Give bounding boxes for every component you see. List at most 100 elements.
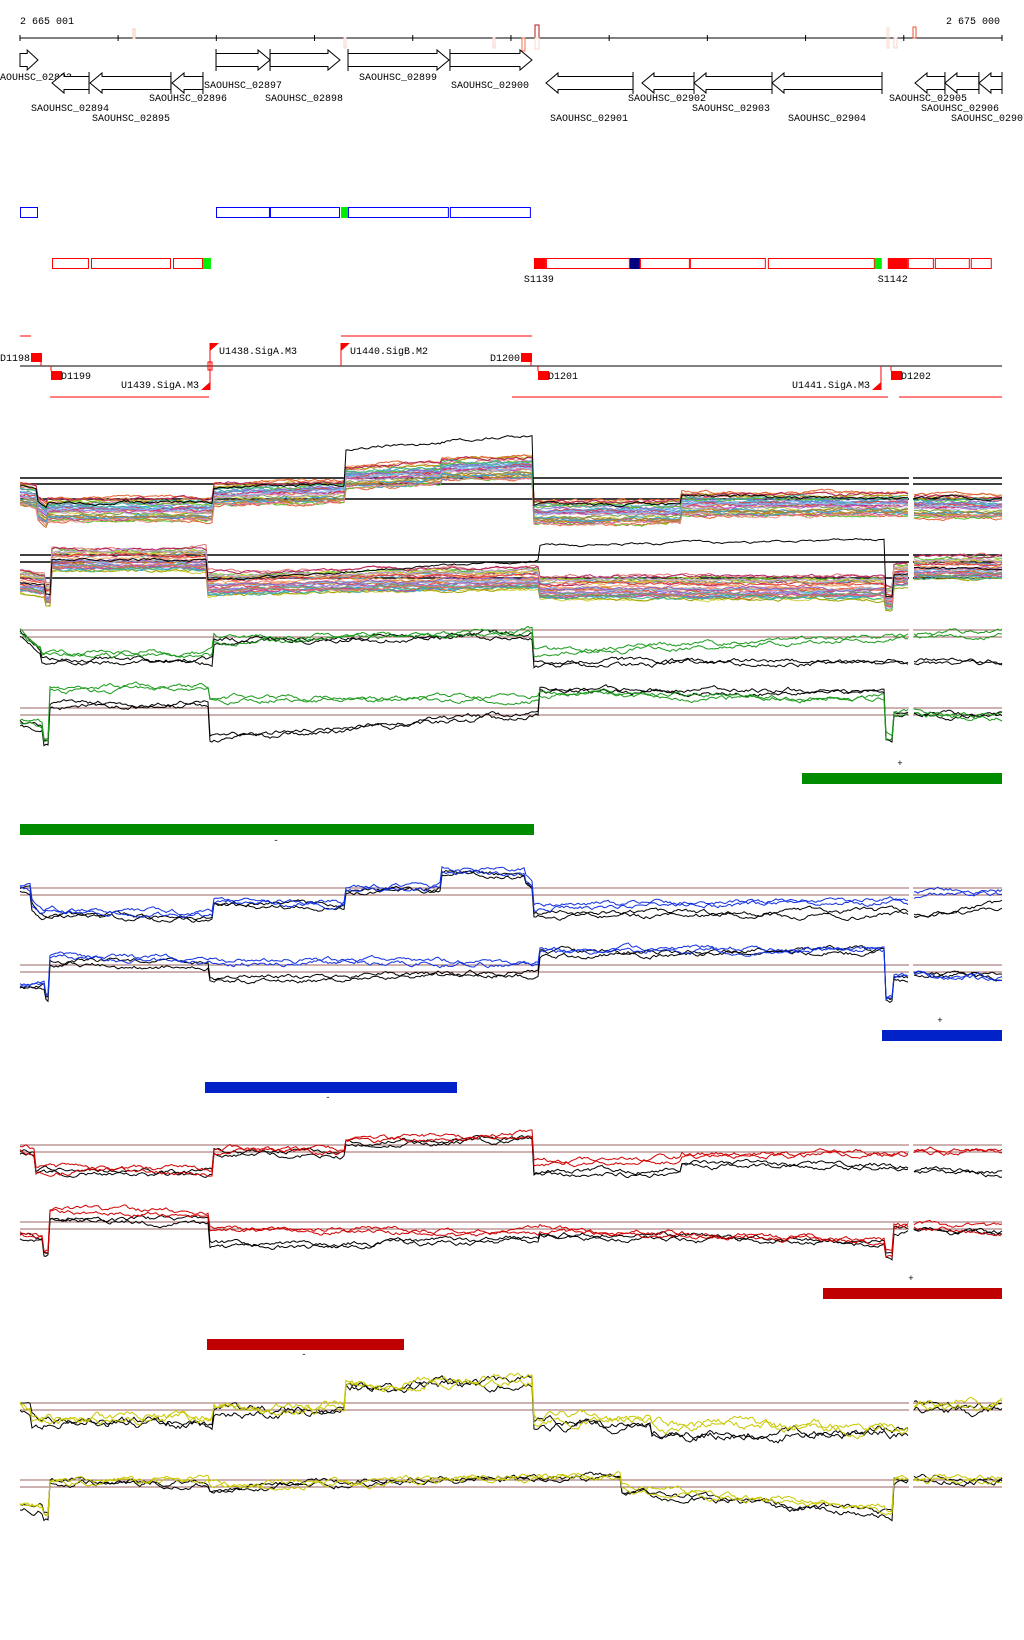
gene-label: SAOUHSC_02904 [788, 114, 866, 125]
signal-trace [19, 537, 1003, 598]
terminator-d1202[interactable]: D1202 [890, 366, 931, 383]
condition-bar[interactable]: + [823, 1274, 1002, 1299]
segment-box[interactable] [545, 258, 630, 269]
signal-trace [19, 685, 1003, 743]
gene-saouhsc_02898[interactable]: SAOUHSC_02898 [265, 48, 343, 105]
segment-box[interactable] [20, 207, 38, 218]
condition-bar-fill [207, 1339, 404, 1350]
gene-saouhsc_02900[interactable]: SAOUHSC_02900 [449, 48, 533, 92]
signal-trace [19, 1375, 1003, 1442]
terminator-d1201[interactable]: D1201 [537, 366, 578, 383]
promoter-u1438-siga-m3[interactable]: U1438.SigA.M3 [209, 343, 297, 366]
condition-bar[interactable]: - [20, 824, 534, 846]
signal-trace [19, 1375, 1003, 1444]
blue-forward-panel [19, 865, 1003, 923]
promoter-marker [207, 361, 213, 371]
segment-box[interactable] [269, 207, 340, 218]
ruler-marker [492, 37, 496, 49]
condition-bar[interactable]: + [802, 759, 1002, 784]
promoter-u1440-sigb-m2[interactable]: U1440.SigB.M2 [340, 343, 428, 366]
gene-label: SAOUHSC_02896 [149, 94, 227, 105]
segment-box[interactable] [934, 258, 970, 269]
segment-box[interactable] [907, 258, 934, 269]
yellow-forward-panel [19, 1372, 1003, 1444]
condition-bar-fill [205, 1082, 457, 1093]
signal-trace [19, 1216, 1003, 1261]
condition-bar-fill [20, 824, 534, 835]
signal-trace [20, 465, 1003, 517]
segment-box[interactable] [874, 258, 882, 269]
segment-box[interactable] [639, 258, 690, 269]
gene-saouhsc_02894[interactable]: SAOUHSC_02894 [31, 71, 109, 115]
gene-arrow-left-icon [771, 71, 883, 95]
signal-trace [19, 625, 1003, 658]
red-forward-panel [19, 1129, 1003, 1179]
condition-bar[interactable]: - [207, 1339, 404, 1360]
signal-trace [19, 1471, 1003, 1517]
signal-trace [19, 1474, 1003, 1522]
signal-trace [19, 546, 1003, 589]
segment-box[interactable] [52, 258, 89, 269]
gene-saouhsc_02907[interactable]: SAOUHSC_02907 [951, 71, 1024, 125]
terminator-d1200[interactable]: D1200 [490, 353, 532, 366]
segment-box[interactable] [202, 258, 211, 269]
segment-box[interactable] [767, 258, 875, 269]
gene-saouhsc_02895[interactable]: SAOUHSC_02895 [89, 71, 172, 125]
segment-box[interactable] [173, 258, 203, 269]
blue-reverse-panel [19, 942, 1003, 1004]
gene-saouhsc_02904[interactable]: SAOUHSC_02904 [771, 71, 883, 125]
terminator-d1198[interactable]: D1198 [0, 353, 42, 366]
gene-label: SAOUHSC_02897 [204, 81, 282, 92]
gene-arrow-left-icon [51, 71, 90, 95]
gene-saouhsc_02902[interactable]: SAOUHSC_02902 [628, 71, 706, 105]
condition-bar[interactable]: + [882, 1016, 1002, 1041]
gene-label: SAOUHSC_02893 [0, 73, 72, 84]
terminator-label: D1201 [548, 372, 578, 383]
signal-trace [19, 466, 1003, 516]
gene-arrow-left-icon [693, 71, 773, 95]
gene-arrow-right-icon [19, 48, 39, 72]
gene-saouhsc_02901[interactable]: SAOUHSC_02901 [545, 71, 634, 125]
condition-bar[interactable]: - [205, 1082, 457, 1103]
ruler-marker [534, 24, 540, 39]
signal-trace [19, 552, 1003, 597]
ruler-marker [343, 37, 347, 49]
gene-saouhsc_02906[interactable]: SAOUHSC_02906 [921, 71, 999, 115]
segment-label: S1142 [878, 275, 908, 286]
segment-box[interactable] [449, 207, 531, 218]
red-reverse-panel [19, 1204, 1003, 1261]
gene-saouhsc_02899[interactable]: SAOUHSC_02899 [347, 48, 450, 84]
segment-box[interactable] [340, 207, 348, 218]
segment-box[interactable] [689, 258, 766, 269]
terminator-d1199[interactable]: D1199 [50, 366, 91, 383]
segment-box[interactable] [533, 258, 546, 269]
coordinate-ruler: 2 665 001 2 675 000 [19, 17, 1003, 52]
gene-saouhsc_02903[interactable]: SAOUHSC_02903 [692, 71, 773, 115]
segment-box[interactable] [970, 258, 992, 269]
signal-trace [19, 869, 1003, 918]
segment-box[interactable] [887, 258, 908, 269]
ruler-marker [893, 37, 898, 49]
strand-label: - [325, 1093, 330, 1103]
ruler-marker [521, 37, 526, 52]
segment-box[interactable] [216, 207, 270, 218]
promoter-u1441-siga-m3[interactable]: U1441.SigA.M3 [792, 366, 882, 392]
terminator-icon [521, 353, 532, 362]
gene-label: SAOUHSC_02907 [951, 114, 1024, 125]
segment-box[interactable] [347, 207, 449, 218]
gene-arrow-left-icon [641, 71, 695, 95]
gene-saouhsc_02896[interactable]: SAOUHSC_02896 [149, 71, 227, 105]
terminator-icon [538, 371, 549, 380]
gene-saouhsc_02893[interactable]: SAOUHSC_02893 [0, 48, 72, 84]
gene-saouhsc_02897[interactable]: SAOUHSC_02897 [204, 48, 282, 92]
ruler-marker [912, 26, 917, 39]
promoter-u1439-siga-m3[interactable]: U1439.SigA.M3 [121, 366, 211, 392]
ruler-start-label: 2 665 001 [20, 17, 74, 28]
gene-arrow-right-icon [215, 48, 271, 72]
strand-label: + [897, 759, 902, 769]
segment-box[interactable] [629, 258, 640, 269]
gene-label: SAOUHSC_02906 [921, 104, 999, 115]
signal-trace [19, 1472, 1003, 1517]
signal-trace [19, 947, 1003, 1003]
segment-box[interactable] [91, 258, 171, 269]
